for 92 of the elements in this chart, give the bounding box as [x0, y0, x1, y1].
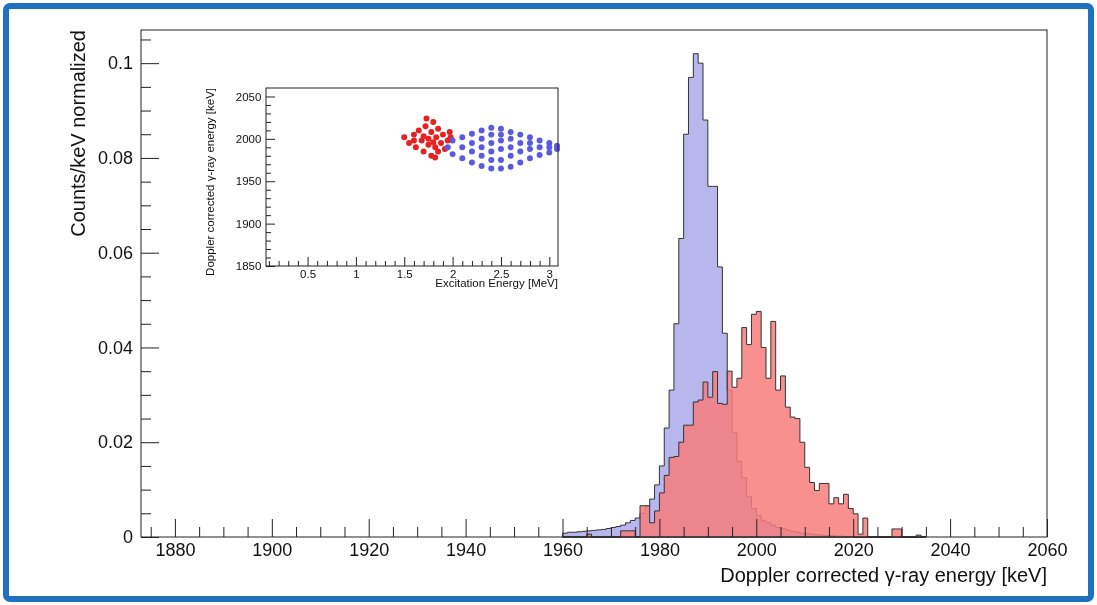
- point: [425, 135, 432, 142]
- point: [439, 131, 446, 138]
- point: [497, 131, 504, 138]
- point: [449, 151, 456, 158]
- point: [488, 148, 495, 155]
- point: [478, 152, 485, 159]
- x-tick-label: 1960: [542, 539, 584, 560]
- point: [433, 134, 440, 141]
- y-tick-label: 0.08: [97, 148, 133, 169]
- y-tick-label: 0.06: [97, 242, 133, 263]
- point: [546, 144, 553, 151]
- point: [432, 154, 439, 161]
- point: [410, 137, 417, 144]
- point: [412, 144, 419, 151]
- point: [536, 137, 543, 144]
- point: [536, 151, 543, 158]
- point: [428, 129, 435, 136]
- point: [526, 140, 533, 147]
- point: [420, 148, 427, 155]
- point: [497, 146, 504, 153]
- y-tick-label: 1850: [235, 260, 262, 273]
- point: [422, 123, 429, 130]
- x-tick-label: 2020: [833, 539, 874, 560]
- point: [517, 148, 524, 155]
- x-tick-label: 1920: [349, 539, 390, 560]
- point: [459, 144, 466, 151]
- point: [536, 144, 543, 151]
- y-tick-label: 0.1: [107, 53, 133, 74]
- point: [459, 155, 466, 162]
- y-tick-label: 2000: [235, 133, 262, 146]
- point: [478, 135, 485, 142]
- x-tick-label: 1900: [252, 539, 293, 560]
- y-axis-title: Doppler corrected γ-ray energy [keV]: [204, 88, 217, 276]
- point: [459, 134, 466, 141]
- point: [497, 137, 504, 144]
- point: [488, 157, 495, 164]
- point: [435, 148, 442, 155]
- point: [526, 146, 533, 153]
- point: [507, 129, 514, 136]
- point: [507, 144, 514, 151]
- x-tick-label: 1940: [446, 539, 487, 560]
- point: [517, 159, 524, 166]
- x-tick-label: 1980: [639, 539, 680, 560]
- x-tick-label: 1880: [155, 539, 196, 560]
- y-tick-label: 1900: [235, 217, 262, 230]
- point: [478, 127, 485, 134]
- point: [478, 144, 485, 151]
- x-tick-label: 0.5: [300, 267, 317, 280]
- point: [507, 163, 514, 170]
- y-axis-title: Counts/keV normalized: [67, 30, 89, 237]
- y-tick-label: 0.02: [97, 432, 133, 453]
- point: [497, 157, 504, 164]
- point: [438, 140, 444, 147]
- point: [526, 134, 533, 141]
- point: [446, 129, 453, 136]
- point: [406, 140, 413, 147]
- point: [430, 118, 437, 125]
- y-tick-label: 2050: [235, 90, 262, 103]
- point: [435, 125, 442, 132]
- point: [478, 163, 485, 169]
- x-axis-title: Doppler corrected γ-ray energy [keV]: [720, 564, 1047, 586]
- point: [507, 135, 514, 142]
- point: [488, 124, 495, 131]
- x-tick-label: 2040: [930, 539, 971, 560]
- point: [468, 159, 475, 166]
- x-tick-label: 1: [353, 267, 360, 280]
- y-tick-label: 0: [122, 527, 133, 548]
- point: [497, 165, 504, 172]
- point: [468, 148, 475, 155]
- point: [546, 149, 553, 156]
- point: [432, 144, 439, 151]
- point: [497, 125, 504, 132]
- x-tick-label: 2000: [736, 539, 777, 560]
- point: [488, 165, 495, 172]
- point: [420, 133, 427, 140]
- point: [430, 139, 437, 146]
- point: [415, 127, 422, 134]
- point: [488, 140, 495, 147]
- point: [468, 130, 475, 137]
- x-tick-label: 2060: [1027, 539, 1068, 560]
- point: [488, 131, 495, 138]
- point: [401, 134, 408, 141]
- point: [425, 141, 432, 148]
- point: [507, 152, 514, 159]
- y-tick-label: 1950: [235, 175, 262, 188]
- point: [526, 155, 533, 162]
- x-tick-label: 1.5: [396, 267, 413, 280]
- point: [517, 140, 524, 147]
- point: [517, 131, 524, 138]
- point: [410, 131, 417, 138]
- y-tick-label: 0.04: [97, 337, 133, 358]
- point: [468, 140, 475, 147]
